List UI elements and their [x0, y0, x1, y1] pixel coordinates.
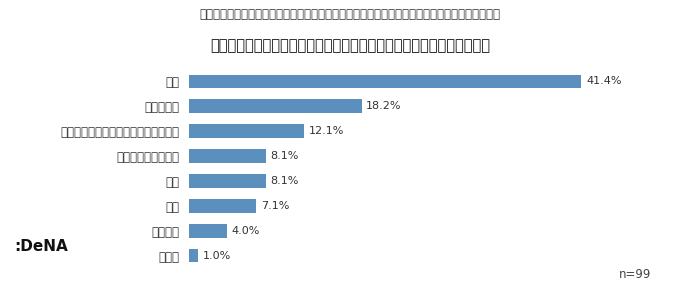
Bar — [189, 199, 256, 213]
Text: 4.0%: 4.0% — [232, 226, 260, 236]
Text: 18.2%: 18.2% — [366, 101, 402, 111]
Bar — [189, 174, 266, 188]
Text: 12.1%: 12.1% — [309, 126, 344, 136]
Bar — [189, 224, 227, 238]
Bar — [189, 149, 266, 163]
Bar — [189, 249, 199, 262]
Text: プレミアムフライデーは「誰」と一緒に過ごすことが多かったですか？: プレミアムフライデーは「誰」と一緒に過ごすことが多かったですか？ — [210, 38, 490, 53]
Text: :DeNA: :DeNA — [14, 239, 68, 254]
Text: 41.4%: 41.4% — [586, 76, 622, 86]
Text: 8.1%: 8.1% — [270, 176, 299, 186]
Bar — [189, 124, 304, 138]
Text: 8.1%: 8.1% — [270, 151, 299, 161]
Text: TRAVEL: TRAVEL — [22, 266, 66, 276]
Text: 1.0%: 1.0% — [203, 251, 232, 261]
Bar — [189, 99, 361, 113]
Text: n=99: n=99 — [619, 268, 651, 281]
Bar — [189, 75, 582, 88]
Text: 7.1%: 7.1% — [261, 201, 289, 211]
Text: （勤務先でプレミアムフライデーが「導入された」「異なる条件で導入された」ことがある人）: （勤務先でプレミアムフライデーが「導入された」「異なる条件で導入された」ことがあ… — [199, 8, 500, 21]
